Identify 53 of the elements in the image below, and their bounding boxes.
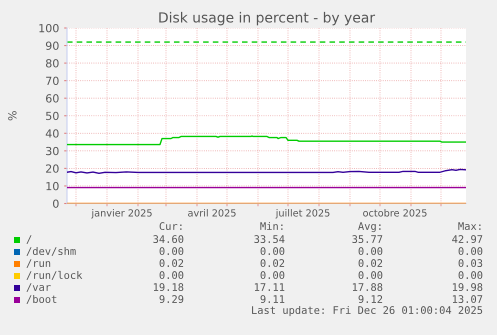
text: 0.02 [260, 259, 284, 268]
y-tick-label: 80 [46, 59, 59, 68]
text: 0.00 [358, 271, 382, 280]
text: Min: [260, 222, 282, 230]
legend-label: /run/lock [26, 270, 82, 280]
text: 0.02 [358, 259, 382, 268]
y-tick-label: 50 [46, 112, 59, 120]
text: 9.12 [358, 295, 382, 304]
text: 0.02 [160, 259, 184, 268]
text: 0.00 [260, 271, 284, 280]
text: Max: [458, 222, 480, 230]
x-tick-label: octobre 2025 [363, 209, 427, 217]
y-tick-label: 30 [46, 146, 59, 156]
text: Avg: [358, 222, 380, 232]
x-tick-label: avril 2025 [188, 209, 236, 217]
y-tick-label: 90 [46, 42, 59, 50]
text: Last update: Fri Dec 26 01:00:04 2025 [252, 306, 482, 316]
legend-label: /boot [26, 294, 56, 304]
y-tick-label: 10 [46, 182, 59, 190]
x-tick-label: janvier 2025 [91, 209, 152, 218]
x-tick-label: juillet 2025 [276, 209, 330, 218]
line-series [67, 135, 466, 146]
text: 33.54 [254, 235, 285, 244]
legend-label: /dev/shm [26, 246, 76, 256]
text: 17.11 [254, 283, 284, 291]
text: 0.03 [458, 259, 482, 268]
text: 17.88 [352, 283, 382, 292]
y-tick-label: 60 [46, 94, 59, 103]
text: 0.00 [260, 247, 284, 256]
chart-title: Disk usage in percent - by year [159, 12, 376, 26]
legend-label: /run [26, 259, 50, 268]
text: 0.00 [160, 271, 184, 280]
text: 19.98 [452, 283, 482, 292]
text: 9.11 [260, 295, 284, 304]
text: 9.29 [160, 295, 184, 304]
y-tick-label: 40 [46, 129, 59, 138]
text: 0.00 [160, 247, 184, 256]
y-tick-label: 20 [46, 164, 59, 173]
y-tick-label: 70 [46, 76, 59, 86]
legend-label: / [26, 235, 32, 244]
y-tick-label: 0 [53, 199, 59, 208]
text: 13.07 [452, 295, 482, 304]
text: 0.00 [358, 247, 382, 256]
text: 0.00 [458, 247, 482, 256]
y-tick-label: 100 [39, 24, 59, 32]
text: 0.00 [458, 271, 482, 280]
text: 42.97 [452, 235, 482, 244]
text: Cur: [160, 222, 182, 230]
text: 35.77 [352, 235, 382, 244]
text: 19.18 [154, 283, 184, 292]
y-axis-title: % [8, 111, 17, 120]
text: 34.60 [153, 235, 184, 244]
legend-label: /var [26, 283, 51, 292]
